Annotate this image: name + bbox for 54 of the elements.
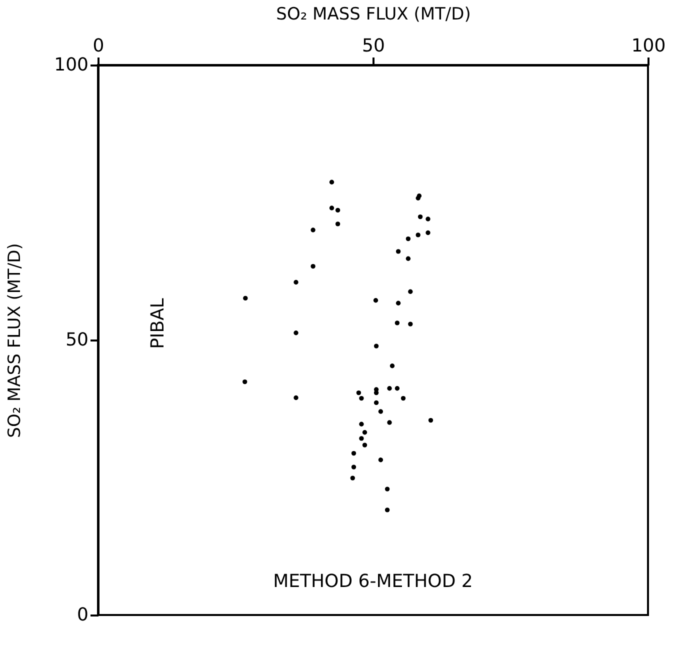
point — [394, 320, 400, 326]
point — [329, 180, 334, 184]
point — [362, 430, 368, 435]
point — [356, 390, 362, 396]
y-tick-label: 0 — [77, 604, 88, 626]
point — [416, 232, 420, 238]
point — [396, 300, 401, 306]
point — [408, 289, 413, 294]
x-tick-label: 50 — [362, 36, 385, 56]
point — [329, 206, 334, 210]
point — [374, 344, 379, 348]
point — [310, 228, 316, 232]
point — [396, 249, 401, 254]
point — [406, 236, 411, 242]
point — [359, 422, 364, 426]
x-tick-label: 0 — [92, 36, 104, 56]
point — [294, 280, 298, 285]
point — [351, 450, 356, 456]
point — [294, 395, 298, 400]
point — [350, 476, 355, 480]
point — [387, 420, 392, 425]
point — [335, 208, 340, 213]
point — [400, 396, 406, 401]
point — [374, 400, 379, 406]
point — [359, 396, 364, 401]
point — [408, 322, 413, 326]
point — [426, 230, 430, 236]
annotation: PIBAL — [148, 298, 168, 349]
point — [390, 364, 395, 368]
point — [378, 458, 384, 462]
point — [359, 436, 364, 441]
point — [378, 409, 384, 414]
y-axis-title: SO₂ MASS FLUX (MT/D) — [5, 243, 26, 438]
point — [394, 386, 400, 391]
point — [384, 508, 390, 512]
point — [310, 264, 316, 269]
point — [335, 222, 340, 226]
point — [373, 298, 378, 303]
annotation: METHOD 6-METHOD 2 — [273, 571, 473, 592]
point — [243, 296, 248, 301]
point — [384, 486, 390, 492]
point — [428, 418, 434, 423]
point — [418, 214, 423, 220]
point — [351, 464, 356, 470]
point — [387, 386, 392, 391]
y-tick-label: 50 — [66, 330, 88, 350]
point — [426, 216, 430, 222]
x-axis-title: SO₂ MASS FLUX (MT/D) — [276, 4, 471, 24]
point — [362, 442, 368, 448]
y-tick-label: 100 — [54, 54, 88, 76]
point — [242, 379, 248, 384]
point — [406, 256, 411, 261]
x-tick-label: 100 — [631, 36, 666, 56]
point — [294, 330, 298, 336]
